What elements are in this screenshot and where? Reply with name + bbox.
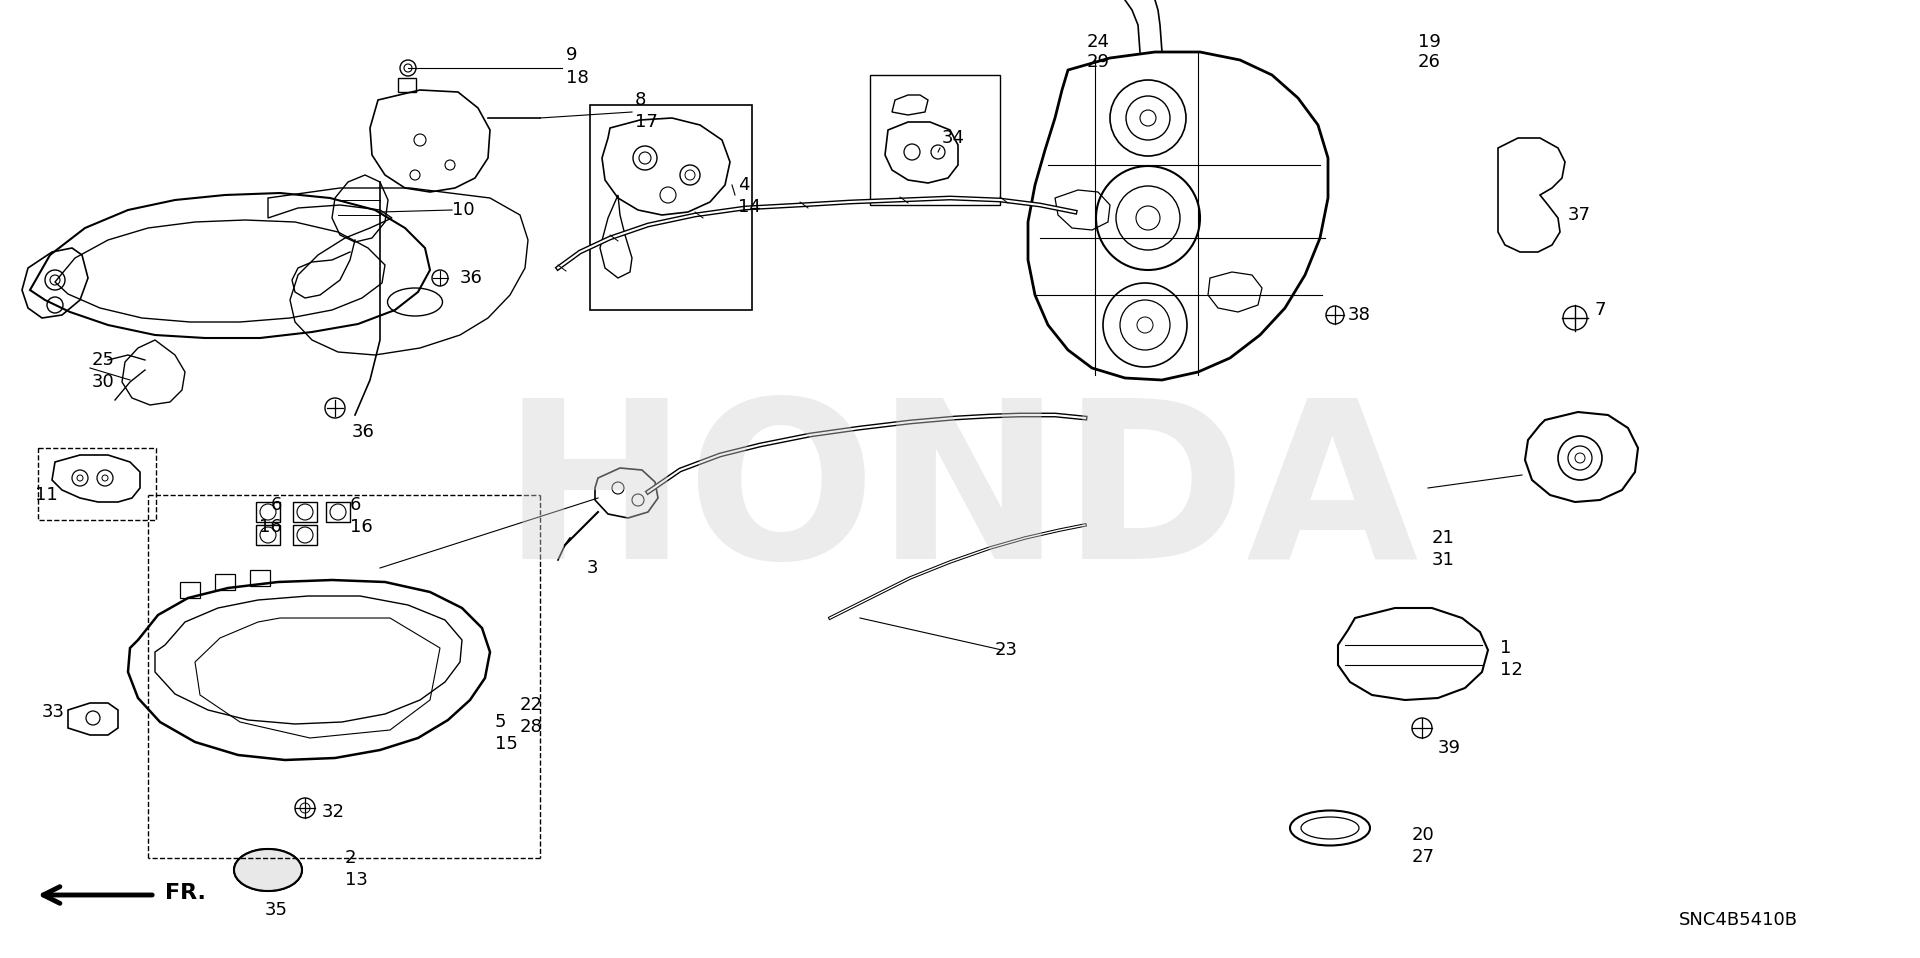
Text: 37: 37 xyxy=(1569,206,1592,224)
Text: HONDA: HONDA xyxy=(501,391,1419,605)
Bar xyxy=(589,105,753,310)
Text: 16: 16 xyxy=(259,518,282,536)
Text: 11: 11 xyxy=(35,486,58,504)
Text: 5: 5 xyxy=(495,713,507,731)
Text: 33: 33 xyxy=(42,703,65,721)
Text: 29: 29 xyxy=(1087,53,1110,71)
Text: 14: 14 xyxy=(737,198,760,216)
Text: 28: 28 xyxy=(520,718,543,736)
Text: 36: 36 xyxy=(351,423,374,441)
Text: 31: 31 xyxy=(1432,551,1455,569)
Text: 13: 13 xyxy=(346,871,369,889)
Text: SNC4B5410B: SNC4B5410B xyxy=(1678,911,1797,929)
Text: 30: 30 xyxy=(92,373,115,391)
Text: 6: 6 xyxy=(271,496,282,514)
Bar xyxy=(397,78,417,92)
Bar xyxy=(255,525,280,545)
Bar xyxy=(250,570,271,586)
Text: 38: 38 xyxy=(1348,306,1371,324)
Text: 20: 20 xyxy=(1411,826,1434,844)
Text: 7: 7 xyxy=(1596,301,1607,319)
Text: 19: 19 xyxy=(1419,33,1440,51)
Text: 39: 39 xyxy=(1438,739,1461,757)
Text: 35: 35 xyxy=(265,901,288,919)
Text: 15: 15 xyxy=(495,735,518,753)
Text: 34: 34 xyxy=(943,129,966,147)
Text: 12: 12 xyxy=(1500,661,1523,679)
Text: 4: 4 xyxy=(737,176,749,194)
Text: 9: 9 xyxy=(566,46,578,64)
Text: 1: 1 xyxy=(1500,639,1511,657)
Bar xyxy=(255,502,280,522)
Bar xyxy=(870,75,1000,205)
Text: 32: 32 xyxy=(323,803,346,821)
Text: 10: 10 xyxy=(451,201,474,219)
Text: 23: 23 xyxy=(995,641,1018,659)
Text: 24: 24 xyxy=(1087,33,1110,51)
Text: 18: 18 xyxy=(566,69,589,87)
Bar xyxy=(294,502,317,522)
Text: 22: 22 xyxy=(520,696,543,714)
Text: 36: 36 xyxy=(461,269,482,287)
Text: 6: 6 xyxy=(349,496,361,514)
Text: FR.: FR. xyxy=(165,883,205,903)
Bar xyxy=(180,582,200,598)
Bar xyxy=(38,448,156,520)
Text: 2: 2 xyxy=(346,849,357,867)
Text: 17: 17 xyxy=(636,113,659,131)
Bar xyxy=(326,502,349,522)
Text: 27: 27 xyxy=(1411,848,1434,866)
Text: 3: 3 xyxy=(586,559,597,577)
Ellipse shape xyxy=(234,849,301,891)
Text: 25: 25 xyxy=(92,351,115,369)
Text: 16: 16 xyxy=(349,518,372,536)
Text: 26: 26 xyxy=(1419,53,1440,71)
Text: 8: 8 xyxy=(636,91,647,109)
Bar xyxy=(294,525,317,545)
Text: 21: 21 xyxy=(1432,529,1455,547)
Bar xyxy=(215,574,234,590)
